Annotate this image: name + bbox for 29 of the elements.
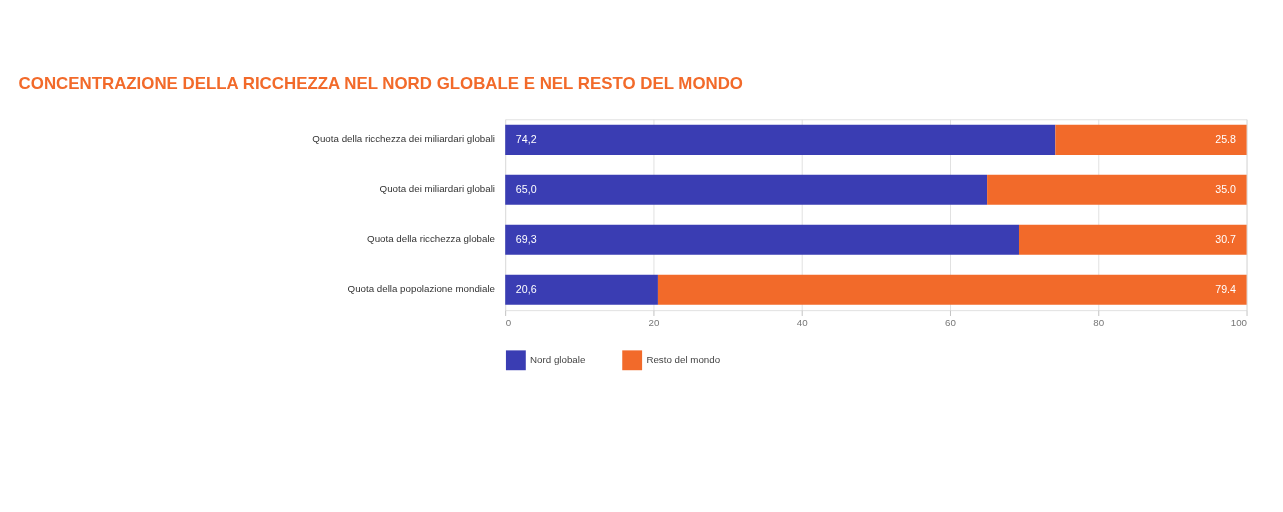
x-tick-label: 0 <box>505 316 512 328</box>
bar <box>1055 124 1247 155</box>
data-label: 74,2 <box>515 133 537 146</box>
y-tick-label: Quota della popolazione mondiale <box>347 283 495 295</box>
x-tick-label: 80 <box>1093 316 1105 328</box>
bar <box>505 174 988 205</box>
y-tick-label: Quota della ricchezza globale <box>367 233 495 245</box>
bar <box>505 274 658 305</box>
bar <box>1018 224 1247 255</box>
bar <box>987 174 1247 205</box>
data-label: 79.4 <box>1215 283 1237 296</box>
chart-title: CONCENTRAZIONE DELLA RICCHEZZA NEL NORD GLOBALE E NEL RESTO DEL MONDO <box>18 74 743 94</box>
x-tick-label: 60 <box>945 316 957 328</box>
y-tick-label: Quota dei miliardari globali <box>379 183 495 195</box>
data-label: 20,6 <box>515 283 537 296</box>
data-label: 25.8 <box>1215 133 1237 146</box>
data-label: 69,3 <box>515 233 537 246</box>
legend-label: Resto del mondo <box>646 353 721 365</box>
bar <box>657 274 1247 305</box>
x-tick-label: 20 <box>648 316 660 328</box>
x-tick-label: 40 <box>796 316 809 328</box>
data-label: 30.7 <box>1215 233 1237 246</box>
bar <box>505 224 1019 255</box>
y-tick-label: Quota della ricchezza dei miliardari globali <box>312 133 495 145</box>
x-tick-label: 100 <box>1230 316 1248 328</box>
bar <box>505 124 1056 155</box>
data-label: 35.0 <box>1215 183 1237 196</box>
legend-label: Nord globale <box>530 353 586 365</box>
data-label: 65,0 <box>515 183 537 196</box>
